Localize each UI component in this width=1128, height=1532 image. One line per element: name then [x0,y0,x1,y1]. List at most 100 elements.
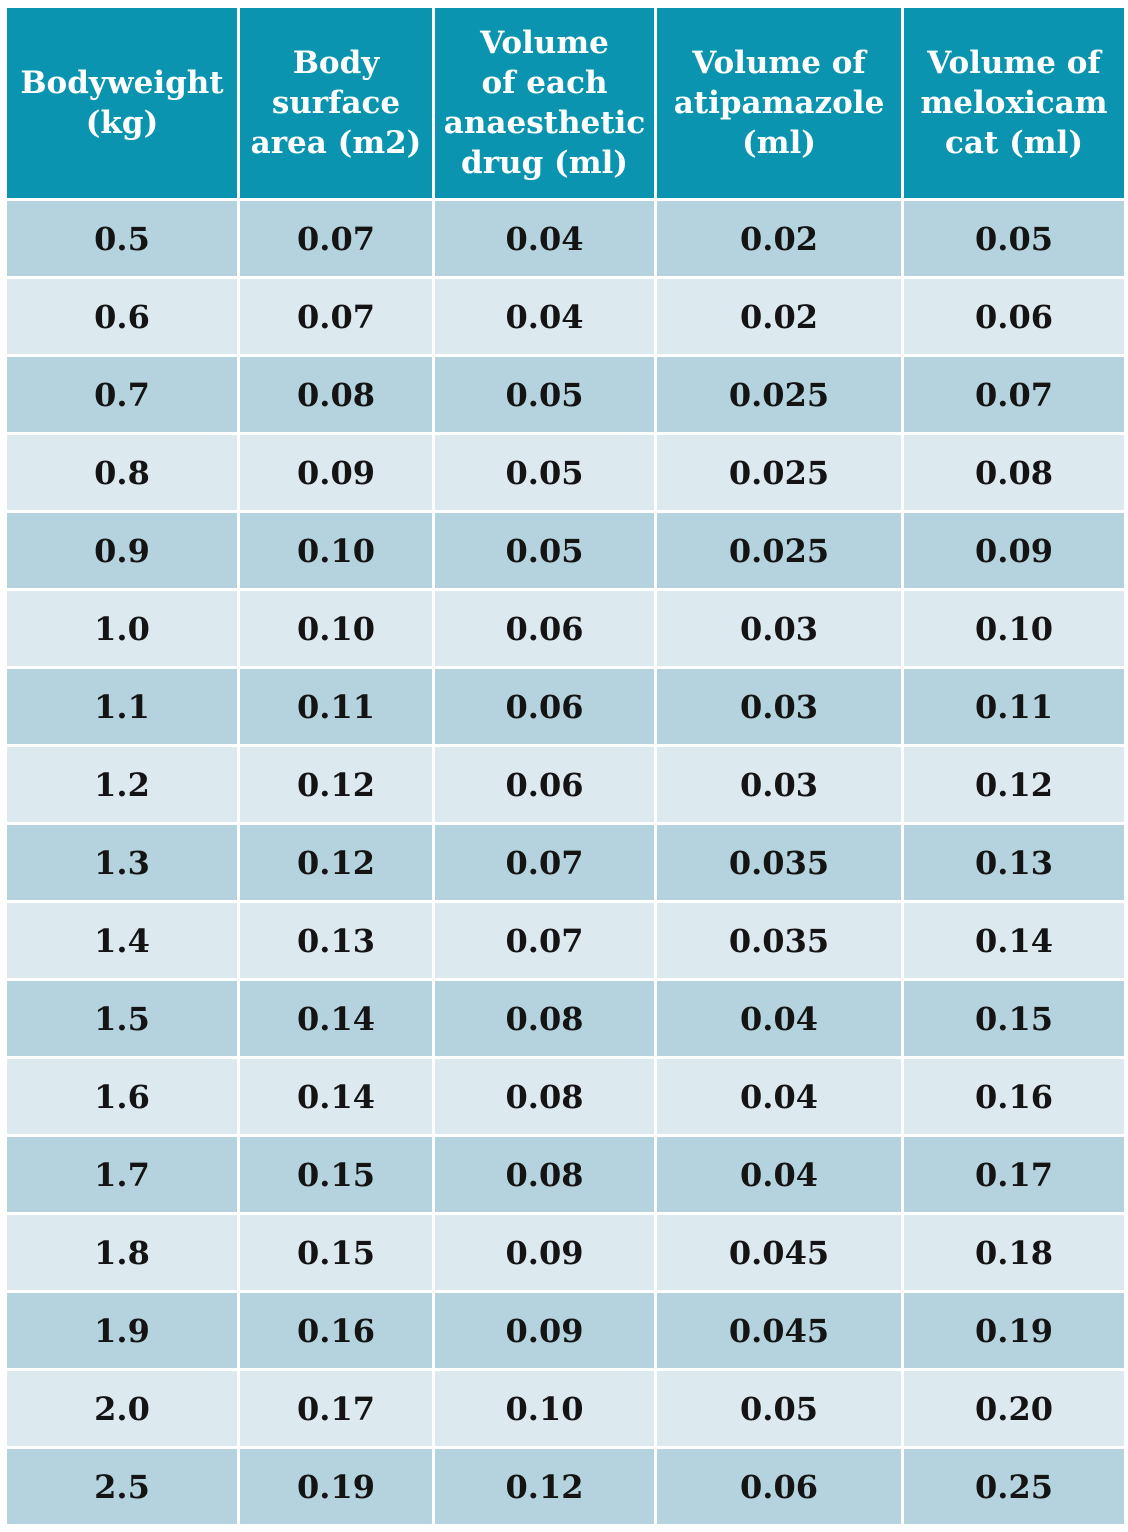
cell-meloxicam-volume: 0.05 [904,201,1124,276]
cell-atipamazole-volume: 0.03 [657,747,901,822]
table-row: 1.3 0.12 0.07 0.035 0.13 [7,825,1124,900]
cell-body-surface-area: 0.15 [240,1215,432,1290]
cell-atipamazole-volume: 0.06 [657,1449,901,1524]
cell-anaesthetic-volume: 0.10 [435,1371,654,1446]
cell-bodyweight: 1.5 [7,981,237,1056]
cell-atipamazole-volume: 0.02 [657,201,901,276]
cell-body-surface-area: 0.12 [240,747,432,822]
table-row: 1.5 0.14 0.08 0.04 0.15 [7,981,1124,1056]
cell-anaesthetic-volume: 0.04 [435,279,654,354]
table-row: 1.8 0.15 0.09 0.045 0.18 [7,1215,1124,1290]
cell-atipamazole-volume: 0.04 [657,1137,901,1212]
header-bodyweight: Bodyweight (kg) [7,8,237,198]
cell-anaesthetic-volume: 0.05 [435,513,654,588]
cell-body-surface-area: 0.13 [240,903,432,978]
cell-body-surface-area: 0.10 [240,513,432,588]
cell-bodyweight: 1.6 [7,1059,237,1134]
cell-body-surface-area: 0.15 [240,1137,432,1212]
cell-body-surface-area: 0.14 [240,981,432,1056]
table-row: 1.2 0.12 0.06 0.03 0.12 [7,747,1124,822]
table-row: 0.8 0.09 0.05 0.025 0.08 [7,435,1124,510]
cell-atipamazole-volume: 0.04 [657,1059,901,1134]
cell-atipamazole-volume: 0.025 [657,357,901,432]
table-row: 0.6 0.07 0.04 0.02 0.06 [7,279,1124,354]
cell-bodyweight: 1.7 [7,1137,237,1212]
cell-meloxicam-volume: 0.08 [904,435,1124,510]
header-anaesthetic-volume: Volume of each anaesthetic drug (ml) [435,8,654,198]
cell-bodyweight: 1.0 [7,591,237,666]
cell-anaesthetic-volume: 0.06 [435,747,654,822]
cell-anaesthetic-volume: 0.08 [435,1059,654,1134]
cell-anaesthetic-volume: 0.06 [435,591,654,666]
cell-meloxicam-volume: 0.19 [904,1293,1124,1368]
cell-bodyweight: 1.2 [7,747,237,822]
cell-body-surface-area: 0.09 [240,435,432,510]
table-row: 0.5 0.07 0.04 0.02 0.05 [7,201,1124,276]
cell-bodyweight: 1.8 [7,1215,237,1290]
cell-anaesthetic-volume: 0.07 [435,825,654,900]
cell-bodyweight: 2.0 [7,1371,237,1446]
cell-anaesthetic-volume: 0.08 [435,981,654,1056]
header-meloxicam-volume: Volume of meloxicam cat (ml) [904,8,1124,198]
dosage-table: Bodyweight (kg) Body surface area (m2) V… [4,5,1127,1527]
cell-body-surface-area: 0.12 [240,825,432,900]
table-row: 2.5 0.19 0.12 0.06 0.25 [7,1449,1124,1524]
cell-atipamazole-volume: 0.02 [657,279,901,354]
cell-atipamazole-volume: 0.045 [657,1215,901,1290]
cell-anaesthetic-volume: 0.04 [435,201,654,276]
header-body-surface-area: Body surface area (m2) [240,8,432,198]
cell-bodyweight: 1.1 [7,669,237,744]
table-header-row: Bodyweight (kg) Body surface area (m2) V… [7,8,1124,198]
cell-meloxicam-volume: 0.18 [904,1215,1124,1290]
cell-atipamazole-volume: 0.035 [657,825,901,900]
cell-body-surface-area: 0.17 [240,1371,432,1446]
cell-body-surface-area: 0.11 [240,669,432,744]
cell-anaesthetic-volume: 0.05 [435,435,654,510]
cell-atipamazole-volume: 0.03 [657,669,901,744]
cell-meloxicam-volume: 0.15 [904,981,1124,1056]
cell-meloxicam-volume: 0.07 [904,357,1124,432]
cell-meloxicam-volume: 0.20 [904,1371,1124,1446]
cell-body-surface-area: 0.14 [240,1059,432,1134]
table-row: 1.7 0.15 0.08 0.04 0.17 [7,1137,1124,1212]
cell-body-surface-area: 0.10 [240,591,432,666]
cell-atipamazole-volume: 0.04 [657,981,901,1056]
cell-body-surface-area: 0.16 [240,1293,432,1368]
cell-bodyweight: 0.6 [7,279,237,354]
cell-meloxicam-volume: 0.09 [904,513,1124,588]
cell-bodyweight: 1.3 [7,825,237,900]
cell-anaesthetic-volume: 0.08 [435,1137,654,1212]
table-row: 1.0 0.10 0.06 0.03 0.10 [7,591,1124,666]
cell-meloxicam-volume: 0.25 [904,1449,1124,1524]
cell-atipamazole-volume: 0.05 [657,1371,901,1446]
table-row: 1.9 0.16 0.09 0.045 0.19 [7,1293,1124,1368]
cell-atipamazole-volume: 0.03 [657,591,901,666]
cell-meloxicam-volume: 0.10 [904,591,1124,666]
table-row: 0.7 0.08 0.05 0.025 0.07 [7,357,1124,432]
cell-atipamazole-volume: 0.025 [657,435,901,510]
cell-bodyweight: 0.5 [7,201,237,276]
cell-body-surface-area: 0.08 [240,357,432,432]
cell-body-surface-area: 0.07 [240,279,432,354]
cell-atipamazole-volume: 0.035 [657,903,901,978]
cell-atipamazole-volume: 0.025 [657,513,901,588]
cell-meloxicam-volume: 0.17 [904,1137,1124,1212]
cell-bodyweight: 2.5 [7,1449,237,1524]
cell-atipamazole-volume: 0.045 [657,1293,901,1368]
table-row: 1.4 0.13 0.07 0.035 0.14 [7,903,1124,978]
cell-anaesthetic-volume: 0.09 [435,1215,654,1290]
cell-bodyweight: 1.4 [7,903,237,978]
cell-anaesthetic-volume: 0.09 [435,1293,654,1368]
cell-meloxicam-volume: 0.13 [904,825,1124,900]
cell-anaesthetic-volume: 0.07 [435,903,654,978]
cell-meloxicam-volume: 0.16 [904,1059,1124,1134]
cell-body-surface-area: 0.07 [240,201,432,276]
table-row: 2.0 0.17 0.10 0.05 0.20 [7,1371,1124,1446]
cell-anaesthetic-volume: 0.12 [435,1449,654,1524]
cell-anaesthetic-volume: 0.05 [435,357,654,432]
cell-meloxicam-volume: 0.12 [904,747,1124,822]
cell-meloxicam-volume: 0.06 [904,279,1124,354]
cell-body-surface-area: 0.19 [240,1449,432,1524]
cell-meloxicam-volume: 0.14 [904,903,1124,978]
